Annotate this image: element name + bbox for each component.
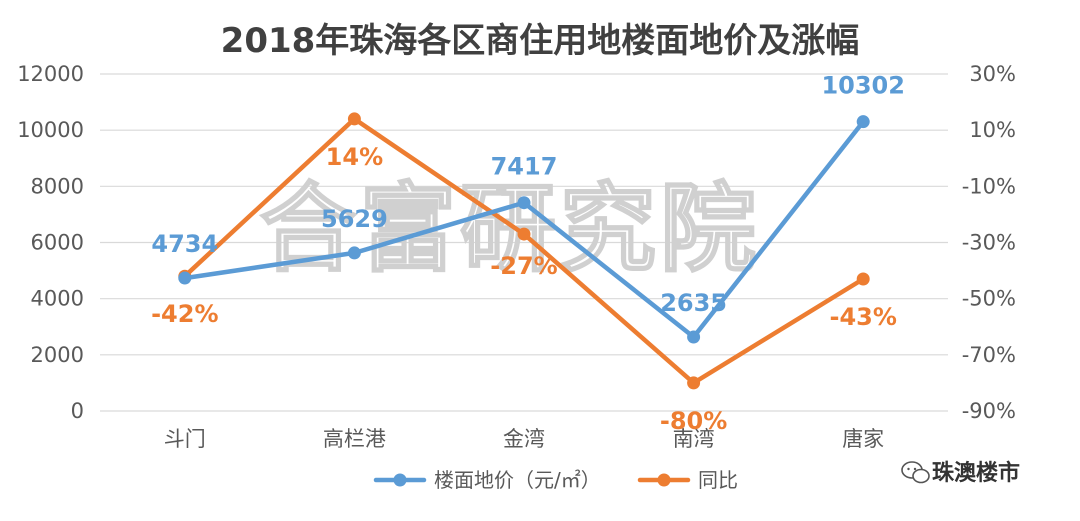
y-right-tick-label: -70% (962, 343, 1016, 367)
series-layer (178, 112, 870, 390)
legend-marker (393, 473, 407, 487)
y-left-tick-label: 6000 (31, 231, 84, 255)
x-tick-label: 唐家 (842, 427, 884, 451)
y-right-tick-label: -10% (962, 174, 1016, 198)
y-left-tick-label: 2000 (31, 343, 84, 367)
y-left-tick-label: 4000 (31, 287, 84, 311)
x-tick-label: 高栏港 (323, 427, 386, 451)
y-right-tick-label: -50% (962, 287, 1016, 311)
legend-label: 同比 (698, 468, 738, 492)
data-point (687, 376, 701, 390)
data-point (347, 246, 361, 260)
y-right-tick-label: -90% (962, 399, 1016, 423)
data-point (687, 330, 701, 344)
x-tick-label: 金湾 (503, 427, 545, 451)
data-point (856, 272, 870, 286)
data-point (178, 271, 192, 285)
x-tick-label: 南湾 (673, 427, 715, 451)
grid (100, 73, 948, 412)
x-tick-label: 斗门 (164, 427, 206, 451)
y-right-tick-label: -30% (962, 231, 1016, 255)
wechat-icon (901, 461, 930, 484)
chart-title: 2018年珠海各区商住用地楼面地价及涨幅 (221, 21, 860, 61)
x-axis: 斗门 高栏港 金湾 南湾 唐家 (164, 427, 884, 451)
data-label: 2635 (660, 289, 727, 317)
legend: 楼面地价（元/㎡） 同比 (373, 468, 738, 492)
y-left-tick-label: 8000 (31, 174, 84, 198)
brand-name: 珠澳楼市 (932, 460, 1020, 486)
data-label: -80% (660, 407, 727, 435)
y-left-tick-label: 0 (71, 399, 84, 423)
data-label: 14% (326, 143, 383, 171)
legend-marker (657, 473, 671, 487)
brand-badge: 珠澳楼市 (901, 460, 1020, 486)
y-right-tick-label: 10% (969, 118, 1016, 142)
data-point (347, 112, 361, 126)
data-label: -42% (151, 300, 218, 328)
data-label: 10302 (821, 72, 905, 100)
y-axis-left: 0 2000 4000 6000 8000 10000 12000 (17, 62, 84, 423)
data-label: 7417 (491, 153, 558, 181)
data-point (856, 115, 870, 129)
data-labels: 4734 5629 7417 2635 10302 -42% 14% -27% -80% -43% (151, 72, 905, 435)
y-left-tick-label: 10000 (17, 118, 84, 142)
data-point (517, 227, 531, 241)
legend-label: 楼面地价（元/㎡） (434, 468, 601, 492)
watermark: 合富研究院 (260, 173, 760, 285)
y-left-tick-label: 12000 (17, 62, 84, 86)
data-point (517, 196, 531, 210)
data-label: -43% (829, 303, 896, 331)
y-right-tick-label: 30% (969, 62, 1016, 86)
data-label: 5629 (321, 205, 388, 233)
data-label: 4734 (151, 230, 218, 258)
data-label: -27% (490, 252, 557, 280)
y-axis-right: -90% -70% -50% -30% -10% 10% 30% (962, 62, 1016, 423)
